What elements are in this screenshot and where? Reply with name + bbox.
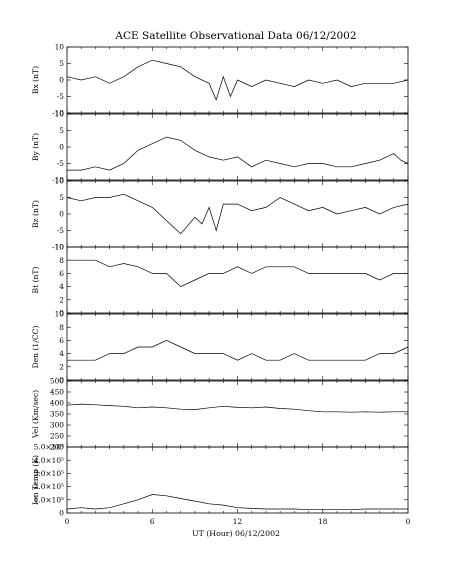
y-tick-label: 0 <box>59 76 64 85</box>
y-tick-label: 0 <box>59 309 64 318</box>
y-tick-label: 3.0×10⁵ <box>34 469 64 478</box>
x-axis: 0 6 12 18 0 <box>65 517 411 526</box>
y-axis-label: By (nT) <box>31 133 40 161</box>
y-tick-label: 10 <box>55 43 65 52</box>
panel-3: 10 5 0 -5 -10 Bz (nT) <box>31 177 409 252</box>
y-axis-label: Ion Temp (K) <box>31 455 40 505</box>
x-tick-label: 0 <box>406 517 411 526</box>
y-tick-label: 5.0×10⁵ <box>34 443 64 452</box>
panel-frame <box>66 113 409 181</box>
y-tick-label: 0 <box>59 509 64 518</box>
y-axis-label: Den (1/CC) <box>31 326 40 369</box>
y-tick-label: 200 <box>50 443 64 452</box>
y-tick-label: 4.0×10⁵ <box>34 456 64 465</box>
x-axis-label: UT (Hour) 06/12/2002 <box>192 529 280 538</box>
panel-5: 10 8 6 4 2 0 Den (1/CC) <box>31 310 409 385</box>
y-tick-label: 0 <box>59 210 64 219</box>
panel-frame <box>66 446 409 514</box>
chart-title: ACE Satellite Observational Data 06/12/2… <box>114 30 356 42</box>
y-tick-label: 450 <box>50 388 64 397</box>
x-tick-label: 0 <box>65 517 70 526</box>
y-tick-label: 8 <box>59 256 64 265</box>
y-tick-label: 0 <box>59 376 64 385</box>
y-tick-label: 10 <box>55 110 65 119</box>
series-line <box>67 340 409 361</box>
y-tick-label: -10 <box>52 243 64 252</box>
panel-frame <box>66 380 409 448</box>
y-axis-label: Bt (nT) <box>31 267 40 294</box>
y-tick-label: 1.0×10⁵ <box>34 495 64 504</box>
series-line <box>66 494 408 511</box>
y-tick-label: 5 <box>59 59 64 68</box>
series-line <box>66 403 408 413</box>
y-tick-label: 10 <box>55 310 65 319</box>
panel-1: 10 5 0 -5 -10 Bx (nT) <box>31 43 409 118</box>
y-tick-label: -10 <box>52 109 64 118</box>
y-tick-label: 4 <box>59 349 64 358</box>
y-tick-label: 0 <box>59 143 64 152</box>
y-tick-label: 6 <box>59 336 64 345</box>
panel-frame <box>66 246 409 314</box>
series-line <box>67 136 409 171</box>
series-line <box>66 59 409 101</box>
y-tick-label: 250 <box>50 432 64 441</box>
panel-7: 5.0×10⁵ 4.0×10⁵ 3.0×10⁵ 2.0×10⁵ 1.0×10⁵ 0 Ion … <box>31 443 409 518</box>
y-tick-label: 2.0×10⁵ <box>34 482 64 491</box>
x-tick-label: 12 <box>233 517 242 526</box>
y-tick-label: 10 <box>55 177 65 186</box>
y-tick-label: 5 <box>59 193 64 202</box>
y-tick-label: -5 <box>57 226 64 235</box>
y-axis-label: Bx (nT) <box>31 66 40 94</box>
y-tick-label: 500 <box>50 377 64 386</box>
y-tick-label: 8 <box>59 323 64 332</box>
panel-frame <box>66 313 409 381</box>
y-tick-label: -5 <box>57 159 64 168</box>
series-line <box>67 259 408 288</box>
y-tick-label: 350 <box>50 410 64 419</box>
y-tick-label: -10 <box>52 176 64 185</box>
panels-layer: 10 5 0 -5 -10 Bx (nT) 10 5 0 -5 -10 By (nT) 10 5 0 -5 -1… <box>31 43 409 518</box>
panel-4: 10 8 6 4 2 0 Bt (nT) <box>31 243 409 318</box>
y-tick-label: 10 <box>55 243 65 252</box>
y-tick-label: 300 <box>50 421 64 430</box>
y-tick-label: 5 <box>59 126 64 135</box>
y-tick-label: 2 <box>59 295 64 304</box>
y-tick-label: -5 <box>57 92 64 101</box>
y-axis-label: Bz (nT) <box>31 200 40 228</box>
y-tick-label: 6 <box>59 269 64 278</box>
series-line <box>66 193 409 235</box>
panel-6: 500 450 400 350 300 250 200 Vel (Km/sec) <box>31 377 409 452</box>
y-tick-label: 4 <box>59 282 64 291</box>
x-tick-label: 18 <box>318 517 328 526</box>
panel-frame <box>66 180 409 248</box>
x-tick-label: 6 <box>150 517 155 526</box>
y-tick-label: 400 <box>50 399 64 408</box>
panel-2: 10 5 0 -5 -10 By (nT) <box>31 110 409 185</box>
y-tick-label: 2 <box>59 362 64 371</box>
y-axis-label: Vel (Km/sec) <box>31 390 40 439</box>
